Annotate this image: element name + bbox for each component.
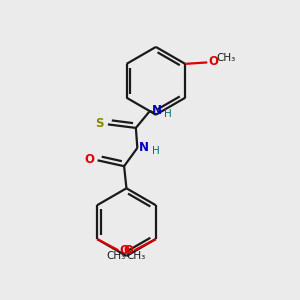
Text: CH₃: CH₃	[126, 250, 146, 261]
Text: N: N	[139, 141, 149, 154]
Text: CH₃: CH₃	[107, 250, 126, 261]
Text: H: H	[152, 146, 160, 157]
Text: N: N	[152, 104, 161, 117]
Text: O: O	[84, 153, 94, 166]
Text: CH₃: CH₃	[216, 53, 236, 63]
Text: O: O	[119, 244, 129, 257]
Text: H: H	[164, 109, 172, 119]
Text: O: O	[123, 244, 133, 257]
Text: S: S	[95, 117, 104, 130]
Text: O: O	[208, 55, 218, 68]
